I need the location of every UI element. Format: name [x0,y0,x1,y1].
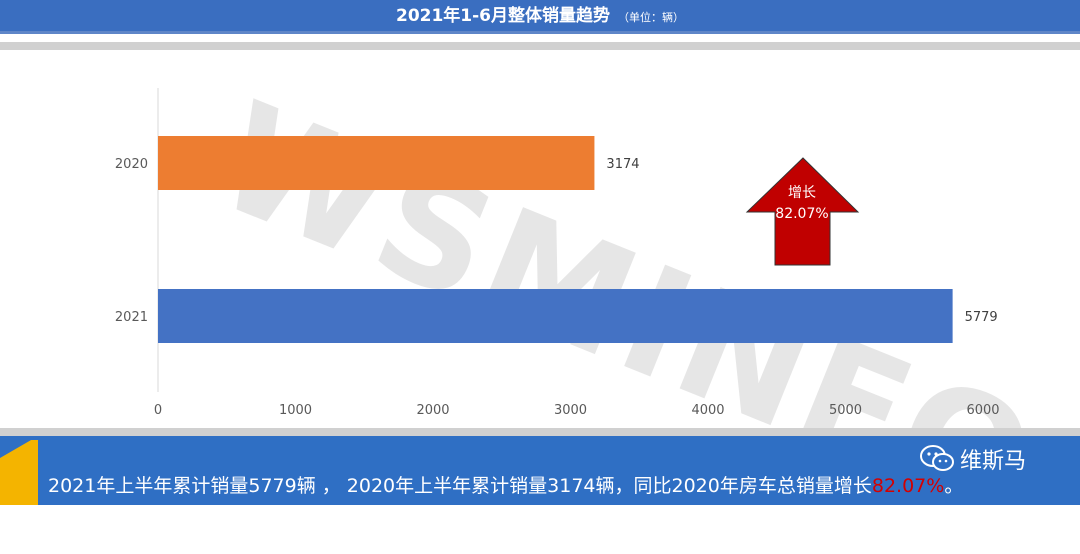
summary-growth: 82.07% [871,475,945,497]
header-stripe [0,31,1080,34]
brand-name: 维斯马 [960,449,1027,474]
chart-title: 2021年1-6月整体销量趋势 [395,6,611,26]
x-tick-1000: 1000 [279,403,312,418]
chart-unit: （单位：辆） [618,11,685,24]
summary-end: 。 [944,475,964,497]
x-tick-5000: 5000 [829,403,862,418]
footer-accent-cut [0,436,38,458]
growth-arrow [745,157,860,266]
category-label-2020: 2020 [115,157,148,172]
x-tick-6000: 6000 [966,403,999,418]
x-tick-0: 0 [154,403,162,418]
title-bar: 2021年1-6月整体销量趋势 （单位：辆） [0,0,1080,31]
bar-2020 [158,136,595,190]
growth-label: 增长 [788,185,816,201]
growth-annotation: 增长 82.07% [745,157,860,266]
category-label-2021: 2021 [115,310,148,325]
brand: 维斯马 [920,443,1026,479]
summary-text: 2021年上半年累计销量5779辆 ， 2020年上半年累计销量3174辆，同比… [48,475,872,497]
wechat-icon [920,445,954,479]
footer-banner [0,436,1080,505]
bar-2021 [158,289,953,343]
data-label-2020: 3174 [606,157,639,172]
bar-chart: 2020 3174 2021 5779 0 1000 2000 3000 4000 5000 60… [115,88,1000,418]
footer-divider [0,428,1080,436]
data-label-2021: 5779 [965,310,998,325]
x-tick-4000: 4000 [691,403,724,418]
x-tick-3000: 3000 [554,403,587,418]
footer-summary: 2021年上半年累计销量5779辆 ， 2020年上半年累计销量3174辆，同比… [48,471,963,498]
header-divider [0,42,1080,50]
growth-value: 82.07% [775,206,828,222]
x-tick-2000: 2000 [416,403,449,418]
